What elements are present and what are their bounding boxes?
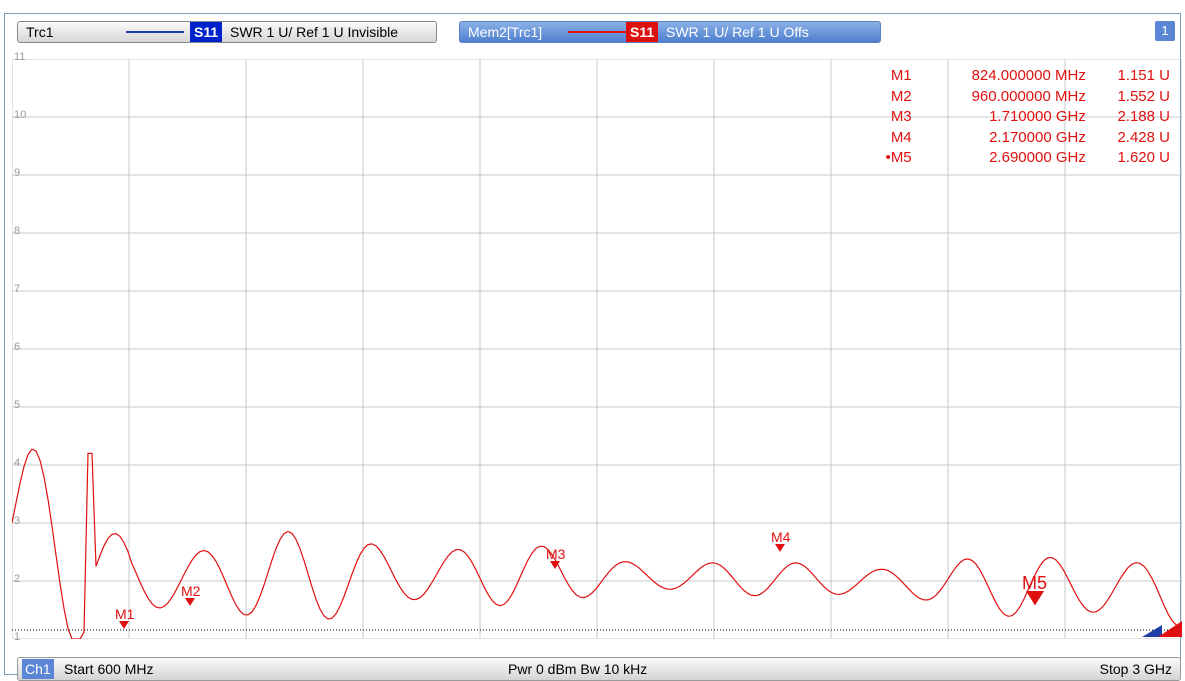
marker-frequency: 2.690000 GHz bbox=[989, 149, 1086, 166]
y-axis-label: 8 bbox=[14, 225, 21, 237]
mem2-trace bbox=[12, 448, 1181, 639]
y-axis-label: 7 bbox=[14, 283, 21, 295]
marker-label: M3 bbox=[546, 546, 566, 562]
marker-id: M1 bbox=[890, 67, 912, 84]
marker-row-m2[interactable]: M2 960.000000 MHz 1.552 U bbox=[886, 87, 1170, 108]
y-axis-label: 5 bbox=[14, 399, 21, 411]
trace2-line-icon bbox=[568, 31, 626, 33]
marker-row-m5[interactable]: • M5 2.690000 GHz 1.620 U bbox=[886, 148, 1170, 169]
trace2-ref-arrow-icon bbox=[1158, 621, 1182, 637]
trace2-label[interactable]: Mem2[Trc1] S11 SWR 1 U/ Ref 1 U Offs bbox=[459, 21, 881, 43]
trace2-name: Mem2[Trc1] bbox=[468, 24, 543, 40]
start-frequency[interactable]: Start 600 MHz bbox=[64, 661, 154, 677]
y-axis-label: 11 bbox=[14, 51, 26, 63]
marker-row-m3[interactable]: M3 1.710000 GHz 2.188 U bbox=[886, 107, 1170, 128]
marker-label: M2 bbox=[181, 583, 201, 599]
marker-label: M4 bbox=[771, 529, 791, 545]
y-axis-label: 10 bbox=[14, 109, 27, 121]
marker-triangle-icon[interactable] bbox=[1026, 591, 1044, 606]
marker-frequency: 960.000000 MHz bbox=[971, 87, 1086, 105]
marker-row-m1[interactable]: M1 824.000000 MHz 1.151 U bbox=[886, 66, 1170, 87]
marker-reading: 1.552 U bbox=[1117, 87, 1170, 105]
trace1-line-icon bbox=[126, 31, 184, 33]
marker-row-m4[interactable]: M4 2.170000 GHz 2.428 U bbox=[886, 128, 1170, 149]
marker-frequency: 1.710000 GHz bbox=[989, 108, 1086, 125]
marker-id: M5 bbox=[890, 149, 912, 166]
y-axis-label: 2 bbox=[14, 573, 21, 585]
trace1-desc: SWR 1 U/ Ref 1 U Invisible bbox=[230, 24, 399, 40]
trace1-ref-arrow-icon bbox=[1142, 625, 1162, 637]
diagram-window: Trc1 S11 SWR 1 U/ Ref 1 U Invisible Mem2… bbox=[4, 13, 1182, 681]
stop-frequency[interactable]: Stop 3 GHz bbox=[1099, 661, 1172, 677]
marker-triangle-icon[interactable] bbox=[775, 544, 785, 552]
trace2-desc: SWR 1 U/ Ref 1 U Offs bbox=[666, 24, 809, 40]
marker-id: M2 bbox=[890, 87, 912, 105]
trace-header: Trc1 S11 SWR 1 U/ Ref 1 U Invisible Mem2… bbox=[5, 14, 1180, 44]
marker-label: M5 bbox=[1022, 573, 1047, 593]
marker-triangle-icon[interactable] bbox=[185, 598, 195, 606]
marker-triangle-icon[interactable] bbox=[550, 561, 560, 569]
marker-triangle-icon[interactable] bbox=[119, 621, 129, 629]
channel-badge[interactable]: Ch1 bbox=[22, 659, 54, 679]
channel-number-badge[interactable]: 1 bbox=[1155, 21, 1175, 41]
trace1-name: Trc1 bbox=[26, 24, 54, 40]
grid bbox=[12, 59, 1182, 639]
y-axis-label: 3 bbox=[14, 515, 21, 527]
marker-table: M1 824.000000 MHz 1.151 U M2 960.000000 … bbox=[886, 66, 1170, 169]
marker-label: M1 bbox=[115, 606, 135, 622]
marker-reading: 1.151 U bbox=[1117, 67, 1170, 84]
y-axis-label: 9 bbox=[14, 167, 21, 179]
plot-area: M1 M2 M3 M4 M5 bbox=[12, 59, 1182, 639]
active-marker-dot-icon: • bbox=[885, 149, 891, 166]
marker-glyphs: M1 M2 M3 M4 M5 bbox=[115, 529, 1047, 629]
marker-id: M3 bbox=[890, 108, 912, 125]
marker-reading: 1.620 U bbox=[1117, 149, 1170, 166]
marker-reading: 2.188 U bbox=[1117, 108, 1170, 125]
y-axis-label: 4 bbox=[14, 457, 21, 469]
trace2-param: S11 bbox=[626, 22, 659, 42]
marker-id: M4 bbox=[890, 128, 912, 146]
marker-frequency: 2.170000 GHz bbox=[989, 128, 1086, 146]
power-bandwidth[interactable]: Pwr 0 dBm Bw 10 kHz bbox=[508, 661, 648, 677]
marker-reading: 2.428 U bbox=[1117, 128, 1170, 146]
marker-frequency: 824.000000 MHz bbox=[971, 67, 1086, 84]
y-axis-label: 1 bbox=[14, 631, 21, 643]
channel-status-bar: Ch1 Start 600 MHz Pwr 0 dBm Bw 10 kHz St… bbox=[17, 657, 1181, 681]
trace1-label[interactable]: Trc1 S11 SWR 1 U/ Ref 1 U Invisible bbox=[17, 21, 437, 43]
trace1-param: S11 bbox=[190, 22, 223, 42]
y-axis-label: 6 bbox=[14, 341, 21, 353]
